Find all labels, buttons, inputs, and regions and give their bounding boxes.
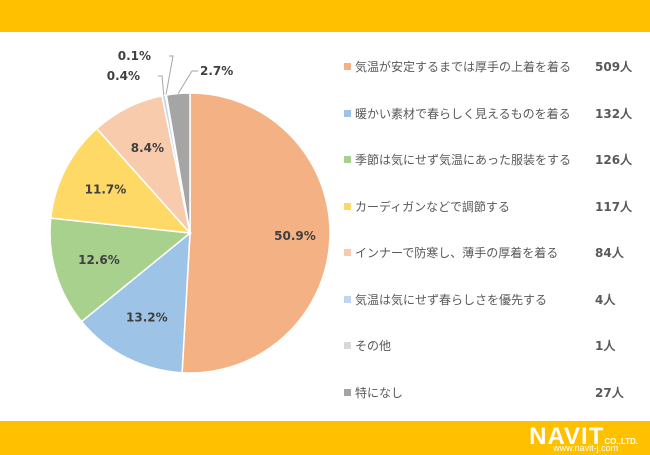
pie-slice: [181, 92, 331, 374]
legend-swatch: [344, 249, 351, 256]
legend-item: 特になし: [344, 384, 403, 401]
pie-slice: [49, 217, 192, 323]
pie-slice: [165, 92, 191, 234]
pie-slice: [49, 127, 192, 234]
logo-url: www.navit-j.com: [553, 443, 619, 453]
header-band: [0, 0, 650, 32]
legend-label: 季節は気にせず気温にあった服装をする: [355, 153, 572, 167]
legend-label: カーディガンなどで調節する: [355, 199, 510, 214]
legend-count: 117人: [595, 199, 633, 214]
legend-label: 暖かい素材で春らしく見えるものを着る: [355, 106, 571, 121]
legend-count: 509人: [595, 60, 633, 74]
legend-item: 季節は気にせず気温にあった服装をする: [344, 151, 571, 168]
legend-swatch: [344, 109, 351, 117]
leader-line: [165, 55, 174, 96]
data-label: 12.6%: [78, 253, 120, 267]
legend-count: 27人: [595, 385, 624, 400]
data-label: 0.4%: [107, 69, 140, 83]
legend-item: 気温は気にせず春らしさを優先する: [344, 291, 547, 308]
legend-item: 気温が安定するまでは厚手の上着を着る: [344, 58, 571, 75]
legend-swatch: [344, 156, 351, 163]
legend-count: 84人: [595, 246, 624, 260]
legend-label: 気温は気にせず春らしさを優先する: [355, 292, 548, 307]
leader-line: [158, 75, 165, 96]
legend-swatch: [344, 63, 351, 70]
legend-count: 4人: [595, 292, 616, 307]
legend-label: 気温が安定するまでは厚手の上着を着る: [355, 60, 572, 74]
legend-count: 1人: [595, 339, 616, 353]
legend-label: 特になし: [355, 385, 404, 400]
logo-suffix: CO.,LTD.: [604, 437, 638, 446]
legend-count: 126人: [595, 153, 633, 167]
legend-label: インナーで防寒し、薄手の厚着を着る: [355, 246, 559, 260]
legend-swatch: [344, 295, 351, 303]
legend-item: インナーで防寒し、薄手の厚着を着る: [344, 244, 558, 261]
legend-item: その他: [344, 337, 391, 354]
footer-band: [0, 421, 650, 455]
data-label: 2.7%: [200, 64, 233, 78]
legend-count: 132人: [595, 106, 633, 121]
data-label: 13.2%: [126, 311, 168, 325]
legend-swatch: [344, 342, 351, 349]
data-label: 11.7%: [85, 183, 127, 197]
pie-slice: [80, 231, 191, 374]
data-label: 50.9%: [274, 229, 316, 243]
data-label: 0.1%: [118, 49, 151, 63]
legend-item: カーディガンなどで調節する: [344, 198, 510, 215]
legend-swatch: [344, 388, 351, 396]
legend-swatch: [344, 202, 351, 210]
leader-line: [177, 70, 198, 94]
data-label: 8.4%: [131, 141, 164, 155]
legend-label: その他: [355, 339, 392, 353]
legend-item: 暖かい素材で春らしく見えるものを着る: [344, 105, 571, 122]
logo-name: NAVIT: [529, 423, 605, 450]
navit-logo: NAVITCO.,LTD. www.navit-j.com: [529, 423, 638, 453]
